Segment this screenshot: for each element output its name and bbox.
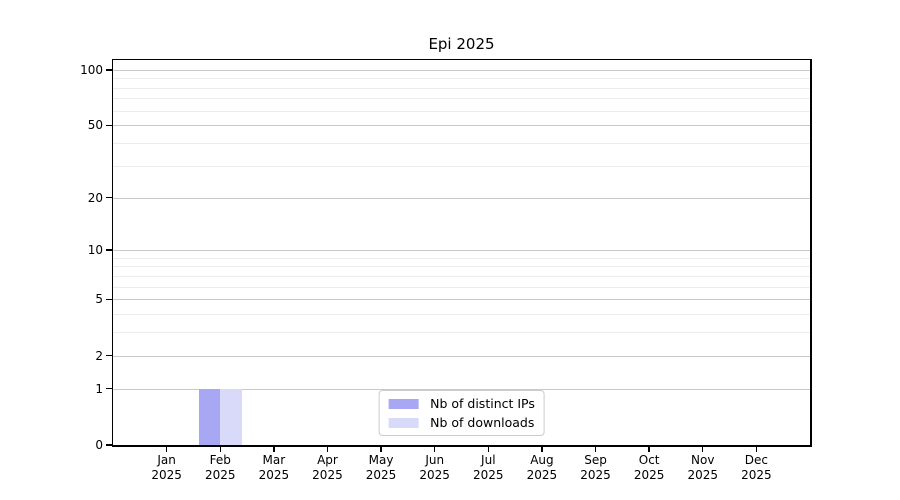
x-tick-month-apr: Apr — [317, 453, 338, 467]
x-tick-month-sep: Sep — [584, 453, 607, 467]
y-tick-0 — [105, 444, 112, 446]
x-tick-year-oct: 2025 — [633, 467, 665, 482]
x-tick-year-apr: 2025 — [312, 467, 343, 482]
y-tick-5 — [105, 298, 112, 301]
x-tick-year-nov: 2025 — [687, 467, 719, 482]
y-tick-100 — [105, 69, 112, 71]
x-tick-year-mar: 2025 — [258, 467, 290, 482]
x-axis-line — [111, 445, 812, 447]
x-tick-label-jan: Jan 2025 — [135, 453, 199, 482]
x-tick-month-jul: Jul — [481, 453, 496, 467]
x-tick-may — [380, 446, 382, 452]
y-tick-2 — [105, 354, 112, 357]
x-tick-label-aug: Aug 2025 — [510, 453, 574, 482]
x-tick-year-jun: 2025 — [419, 467, 450, 482]
x-tick-year-jan: 2025 — [151, 467, 182, 482]
y-tick-label-100: 100 — [80, 62, 103, 77]
y-gridline-5 — [113, 299, 810, 301]
y-gridline-minor-40 — [113, 143, 810, 145]
y-gridline-50 — [113, 125, 810, 127]
x-tick-year-may: 2025 — [365, 467, 397, 482]
y-gridline-minor-70 — [113, 98, 810, 100]
x-tick-month-nov: Nov — [691, 453, 715, 467]
x-tick-year-feb: 2025 — [204, 467, 236, 482]
x-tick-month-jan: Jan — [157, 453, 176, 467]
legend: Nb of distinct IPs Nb of downloads — [378, 390, 545, 436]
legend-entry-nb-of-downloads: Nb of downloads — [388, 415, 535, 430]
x-tick-month-jun: Jun — [425, 453, 445, 467]
y-gridline-100 — [113, 69, 810, 71]
y-gridline-minor-3 — [113, 332, 810, 334]
y-gridline-2 — [113, 355, 810, 357]
x-tick-year-sep: 2025 — [580, 467, 611, 482]
x-tick-jun — [433, 446, 436, 452]
plot-area: 0 1 2 5 10 20 50 100 Jan 2025 Feb 2025 Mar 2025 Apr 202… — [80, 58, 812, 482]
x-tick-label-oct: Oct 2025 — [617, 453, 681, 482]
x-tick-oct — [648, 446, 650, 452]
bar-nb-of-distinct-ips-feb — [198, 388, 221, 445]
y-gridline-minor-90 — [113, 78, 810, 80]
x-tick-label-nov: Nov 2025 — [671, 453, 735, 482]
y-axis-line — [111, 58, 113, 447]
y-tick-50 — [105, 124, 112, 127]
y-tick-label-20: 20 — [87, 190, 103, 205]
y-gridline-1 — [113, 388, 810, 390]
x-tick-label-may: May 2025 — [349, 453, 413, 482]
y-gridline-20 — [113, 197, 810, 199]
y-gridline-minor-30 — [113, 165, 810, 167]
right-spine — [810, 58, 812, 447]
y-gridline-10 — [113, 250, 810, 252]
x-tick-month-mar: Mar — [262, 453, 286, 467]
x-tick-year-dec: 2025 — [741, 467, 772, 482]
x-tick-year-jul: 2025 — [473, 467, 504, 482]
y-gridline-minor-8 — [113, 266, 810, 268]
y-tick-label-1: 1 — [95, 381, 103, 396]
y-tick-label-10: 10 — [87, 243, 103, 258]
legend-swatch-nb-of-distinct-ips — [388, 398, 419, 409]
x-tick-label-mar: Mar 2025 — [242, 453, 306, 482]
y-tick-label-2: 2 — [95, 348, 103, 363]
x-tick-label-jul: Jul 2025 — [456, 453, 520, 482]
x-tick-sep — [594, 446, 597, 452]
x-tick-label-sep: Sep 2025 — [564, 453, 628, 482]
x-tick-mar — [273, 446, 275, 452]
x-tick-nov — [702, 446, 704, 452]
y-gridline-minor-60 — [113, 110, 810, 112]
x-tick-apr — [326, 446, 329, 452]
legend-label-nb-of-downloads: Nb of downloads — [430, 415, 535, 430]
x-tick-month-feb: Feb — [209, 453, 231, 467]
x-tick-month-dec: Dec — [744, 453, 768, 467]
x-tick-month-oct: Oct — [638, 453, 660, 467]
x-tick-month-may: May — [368, 453, 394, 467]
x-tick-label-apr: Apr 2025 — [295, 453, 359, 482]
chart-title: Epi 2025 — [428, 35, 495, 53]
y-gridline-minor-4 — [113, 314, 810, 316]
legend-label-nb-of-distinct-ips: Nb of distinct IPs — [430, 396, 535, 411]
x-tick-label-feb: Feb 2025 — [188, 453, 252, 482]
y-gridline-minor-6 — [113, 286, 810, 288]
legend-swatch-nb-of-downloads — [388, 417, 419, 428]
y-tick-20 — [105, 196, 112, 199]
y-tick-10 — [105, 249, 112, 251]
x-tick-aug — [541, 446, 543, 452]
x-tick-label-jun: Jun 2025 — [403, 453, 467, 482]
x-tick-label-dec: Dec 2025 — [724, 453, 788, 482]
x-tick-feb — [219, 446, 221, 452]
y-tick-label-0: 0 — [95, 438, 103, 452]
y-gridline-minor-7 — [113, 275, 810, 277]
bar-nb-of-downloads-feb — [220, 388, 242, 445]
x-tick-jan — [165, 446, 168, 452]
y-tick-label-5: 5 — [95, 292, 103, 307]
x-tick-month-aug: Aug — [530, 453, 554, 467]
y-gridline-minor-80 — [113, 87, 810, 89]
x-tick-jul — [487, 446, 489, 452]
x-tick-dec — [755, 446, 758, 452]
y-tick-1 — [105, 387, 112, 390]
top-spine — [111, 58, 812, 60]
x-tick-year-aug: 2025 — [526, 467, 558, 482]
y-tick-label-50: 50 — [87, 118, 103, 133]
y-gridline-minor-9 — [113, 257, 810, 259]
legend-entry-nb-of-distinct-ips: Nb of distinct IPs — [388, 396, 535, 411]
